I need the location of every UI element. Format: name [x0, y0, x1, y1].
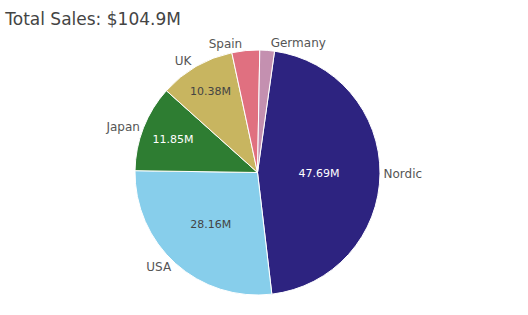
svg-text:Spain: Spain [209, 37, 243, 51]
svg-text:Germany: Germany [271, 36, 326, 50]
svg-text:11.85M: 11.85M [153, 133, 194, 146]
svg-text:USA: USA [146, 260, 172, 274]
svg-text:Japan: Japan [105, 120, 139, 134]
svg-text:Total Sales: $104.9M: Total Sales: $104.9M [4, 9, 181, 29]
svg-text:28.16M: 28.16M [190, 218, 231, 231]
svg-text:10.38M: 10.38M [190, 85, 231, 98]
svg-text:47.69M: 47.69M [299, 167, 340, 180]
svg-text:UK: UK [175, 54, 193, 68]
svg-text:Nordic: Nordic [383, 167, 422, 181]
